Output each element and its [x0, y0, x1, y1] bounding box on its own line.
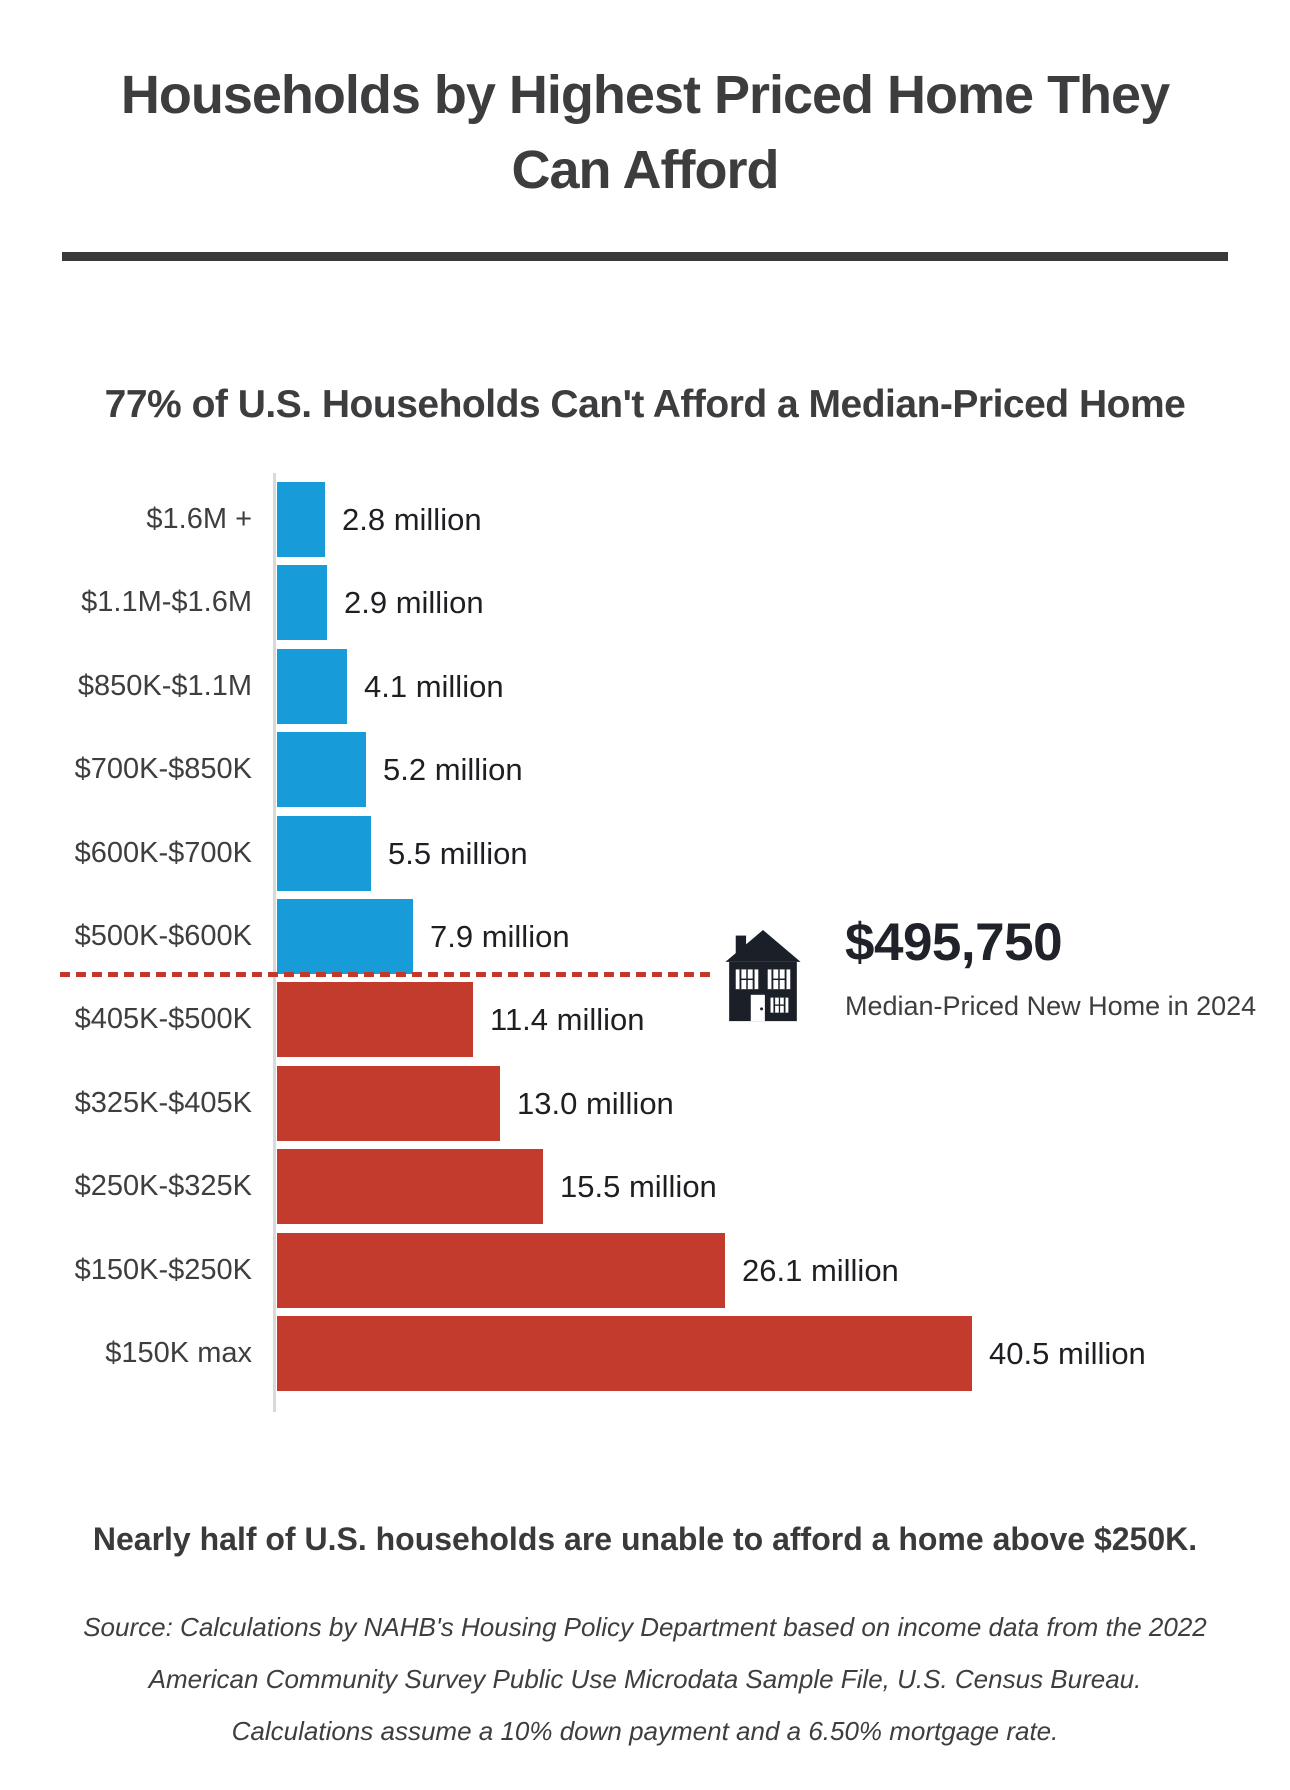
category-label: $405K-$500K — [74, 1003, 252, 1035]
value-label: 5.2 million — [383, 751, 523, 787]
value-label: 7.9 million — [430, 918, 570, 954]
house-icon — [725, 929, 801, 1022]
y-axis-line — [273, 473, 276, 1412]
source-line: American Community Survey Public Use Mic… — [148, 1664, 1142, 1694]
bar-row: $850K-$1.1M 4.1 million — [0, 649, 1290, 724]
bar — [277, 1149, 543, 1224]
bar — [277, 1316, 972, 1391]
source-line: Calculations assume a 10% down payment a… — [231, 1716, 1059, 1746]
category-label: $600K-$700K — [74, 837, 252, 869]
bar-row: $250K-$325K 15.5 million — [0, 1149, 1290, 1224]
bar-row: $150K max 40.5 million — [0, 1316, 1290, 1391]
insight-text: Nearly half of U.S. households are unabl… — [92, 1521, 1198, 1557]
source-note: Source: Calculations by NAHB's Housing P… — [0, 1601, 1290, 1757]
category-label: $250K-$325K — [74, 1170, 252, 1202]
bar — [277, 982, 473, 1057]
bar — [277, 649, 347, 724]
bar — [277, 1066, 500, 1141]
value-label: 15.5 million — [560, 1168, 717, 1204]
bar-row: $1.6M + 2.8 million — [0, 482, 1290, 557]
chart-subtitle: 77% of U.S. Households Can't Afford a Me… — [104, 383, 1186, 427]
bar — [277, 732, 366, 807]
bar — [277, 816, 371, 891]
median-price-dashed-line — [60, 972, 710, 977]
median-price: $495,750 — [845, 913, 1063, 972]
value-label: 26.1 million — [742, 1252, 899, 1288]
page-title: Households by Highest Priced Home They C… — [120, 65, 1170, 200]
category-label: $500K-$600K — [74, 920, 252, 952]
category-label: $325K-$405K — [74, 1087, 252, 1119]
source-line: Source: Calculations by NAHB's Housing P… — [83, 1612, 1207, 1642]
value-label: 40.5 million — [989, 1335, 1146, 1371]
category-label: $700K-$850K — [74, 753, 252, 785]
title-divider — [62, 252, 1228, 261]
value-label: 2.8 million — [342, 501, 482, 537]
value-label: 2.9 million — [344, 584, 484, 620]
category-label: $1.6M + — [146, 503, 252, 535]
value-label: 13.0 million — [517, 1085, 674, 1121]
bar-row: $405K-$500K 11.4 million — [0, 982, 1290, 1057]
bar-row: $325K-$405K 13.0 million — [0, 1066, 1290, 1141]
bar-row: $600K-$700K 5.5 million — [0, 816, 1290, 891]
value-label: 4.1 million — [364, 668, 504, 704]
bar — [277, 1233, 725, 1308]
bar-row: $1.1M-$1.6M 2.9 million — [0, 565, 1290, 640]
bar-row: $700K-$850K 5.2 million — [0, 732, 1290, 807]
bar-row: $150K-$250K 26.1 million — [0, 1233, 1290, 1308]
value-label: 11.4 million — [490, 1001, 645, 1037]
value-label: 5.5 million — [388, 835, 528, 871]
category-label: $150K max — [105, 1337, 252, 1369]
bar — [277, 565, 327, 640]
median-price-caption: Median-Priced New Home in 2024 — [845, 991, 1257, 1021]
bar — [277, 482, 325, 557]
category-label: $850K-$1.1M — [77, 670, 252, 702]
category-label: $150K-$250K — [74, 1254, 252, 1286]
category-label: $1.1M-$1.6M — [81, 586, 252, 618]
bar — [277, 899, 413, 974]
bar-row: $500K-$600K 7.9 million — [0, 899, 1290, 974]
